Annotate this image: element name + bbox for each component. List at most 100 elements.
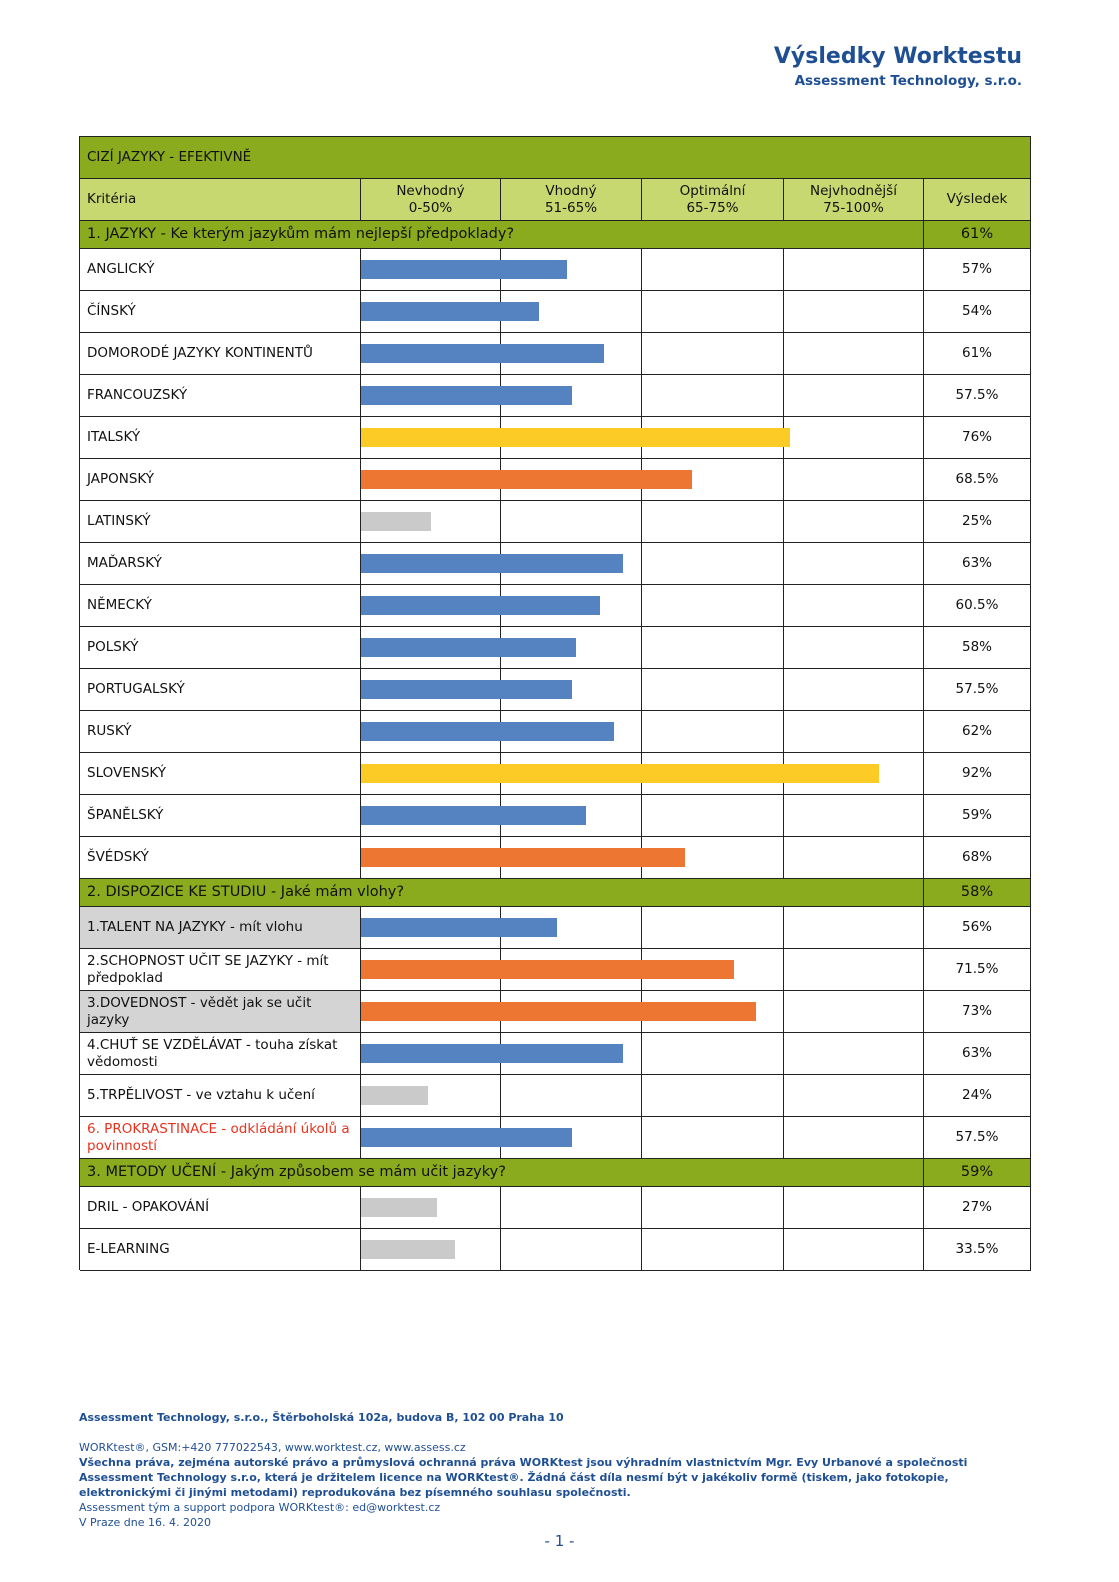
section-title: 3. METODY UČENÍ - Jakým způsobem se mám … xyxy=(80,1159,924,1187)
band-cell xyxy=(642,543,784,585)
band-cell xyxy=(784,1117,924,1159)
result-bar xyxy=(361,1086,429,1105)
band-range: 51-65% xyxy=(544,199,598,216)
section-result: 59% xyxy=(924,1159,1031,1187)
row-result: 61% xyxy=(924,333,1031,375)
row-label: 1.TALENT NA JAZYKY - mít vlohu xyxy=(80,907,361,949)
band-cell xyxy=(642,459,784,501)
band-cell xyxy=(784,753,924,795)
row-result: 27% xyxy=(924,1187,1031,1229)
band-cell xyxy=(784,795,924,837)
row-label: ŠPANĚLSKÝ xyxy=(80,795,361,837)
band-cell xyxy=(784,333,924,375)
section-title: 1. JAZYKY - Ke kterým jazykům mám nejlep… xyxy=(80,221,924,249)
band-cell xyxy=(784,417,924,459)
row-label: ITALSKÝ xyxy=(80,417,361,459)
row-result: 68% xyxy=(924,837,1031,879)
row-result: 68.5% xyxy=(924,459,1031,501)
result-bar xyxy=(361,1198,437,1217)
band-cell xyxy=(501,1117,642,1159)
band-cell xyxy=(784,291,924,333)
row-result: 57.5% xyxy=(924,1117,1031,1159)
row-label: ŠVÉDSKÝ xyxy=(80,837,361,879)
band-cell xyxy=(784,543,924,585)
row-label: ANGLICKÝ xyxy=(80,249,361,291)
band-cell xyxy=(784,501,924,543)
result-bar xyxy=(361,554,624,573)
band-cell xyxy=(501,795,642,837)
result-bar xyxy=(361,960,735,979)
band-name: Optimální xyxy=(679,182,746,199)
row-label: ČÍNSKÝ xyxy=(80,291,361,333)
result-bar xyxy=(361,260,567,279)
row-label: SLOVENSKÝ xyxy=(80,753,361,795)
band-cell xyxy=(501,1229,642,1271)
band-cell xyxy=(501,1075,642,1117)
band-cell xyxy=(784,585,924,627)
result-bar xyxy=(361,638,577,657)
row-result: 71.5% xyxy=(924,949,1031,991)
band-cell xyxy=(784,837,924,879)
band-header: Nevhodný 0-50% xyxy=(361,179,501,221)
footer-support: Assessment tým a support podpora WORKtes… xyxy=(79,1501,441,1514)
band-header: Vhodný 51-65% xyxy=(501,179,642,221)
band-cell xyxy=(501,501,642,543)
band-cell xyxy=(784,669,924,711)
row-label: FRANCOUZSKÝ xyxy=(80,375,361,417)
row-result: 59% xyxy=(924,795,1031,837)
band-cell xyxy=(642,291,784,333)
row-result: 57.5% xyxy=(924,375,1031,417)
row-result: 92% xyxy=(924,753,1031,795)
band-cell xyxy=(361,1229,501,1271)
result-bar xyxy=(361,764,880,783)
band-cell xyxy=(501,907,642,949)
band-cell xyxy=(501,627,642,669)
row-label: 6. PROKRASTINACE - odkládání úkolů a pov… xyxy=(80,1117,361,1159)
row-label: 2.SCHOPNOST UČIT SE JAZYKY - mít předpok… xyxy=(80,949,361,991)
band-cell xyxy=(501,585,642,627)
band-cell xyxy=(784,1187,924,1229)
band-cell xyxy=(642,501,784,543)
result-bar xyxy=(361,918,558,937)
band-cell xyxy=(501,375,642,417)
row-label: NĚMECKÝ xyxy=(80,585,361,627)
band-cell xyxy=(642,991,784,1033)
band-cell xyxy=(501,543,642,585)
band-cell xyxy=(642,375,784,417)
band-cell xyxy=(784,949,924,991)
row-result: 76% xyxy=(924,417,1031,459)
result-bar xyxy=(361,722,614,741)
result-bar xyxy=(361,302,539,321)
result-bar xyxy=(361,512,431,531)
footer-rights: Všechna práva, zejména autorské právo a … xyxy=(79,1456,968,1499)
band-cell xyxy=(784,991,924,1033)
row-label: LATINSKÝ xyxy=(80,501,361,543)
band-cell xyxy=(784,907,924,949)
band-cell xyxy=(642,837,784,879)
result-bar xyxy=(361,596,600,615)
row-label: JAPONSKÝ xyxy=(80,459,361,501)
page-number: - 1 - xyxy=(544,1532,575,1550)
band-cell xyxy=(642,585,784,627)
band-cell xyxy=(642,1075,784,1117)
band-cell xyxy=(501,669,642,711)
band-cell xyxy=(501,711,642,753)
band-cell xyxy=(642,627,784,669)
section-result: 58% xyxy=(924,879,1031,907)
result-bar xyxy=(361,806,586,825)
row-result: 56% xyxy=(924,907,1031,949)
band-cell xyxy=(642,249,784,291)
band-name: Nejvhodnější xyxy=(810,182,897,199)
row-label: 4.CHUŤ SE VZDĚLÁVAT - touha získat vědom… xyxy=(80,1033,361,1075)
table-title: CIZÍ JAZYKY - EFEKTIVNĚ xyxy=(80,137,1031,179)
result-bar xyxy=(361,680,572,699)
header-subtitle: Assessment Technology, s.r.o. xyxy=(794,73,1022,89)
result-bar xyxy=(361,1128,572,1147)
result-bar xyxy=(361,1044,624,1063)
band-cell xyxy=(361,1187,501,1229)
footer-address: Assessment Technology, s.r.o., Štěrbohol… xyxy=(79,1411,564,1424)
row-label: MAĎARSKÝ xyxy=(80,543,361,585)
result-bar xyxy=(361,848,685,867)
row-label: E-LEARNING xyxy=(80,1229,361,1271)
band-cell xyxy=(642,1187,784,1229)
